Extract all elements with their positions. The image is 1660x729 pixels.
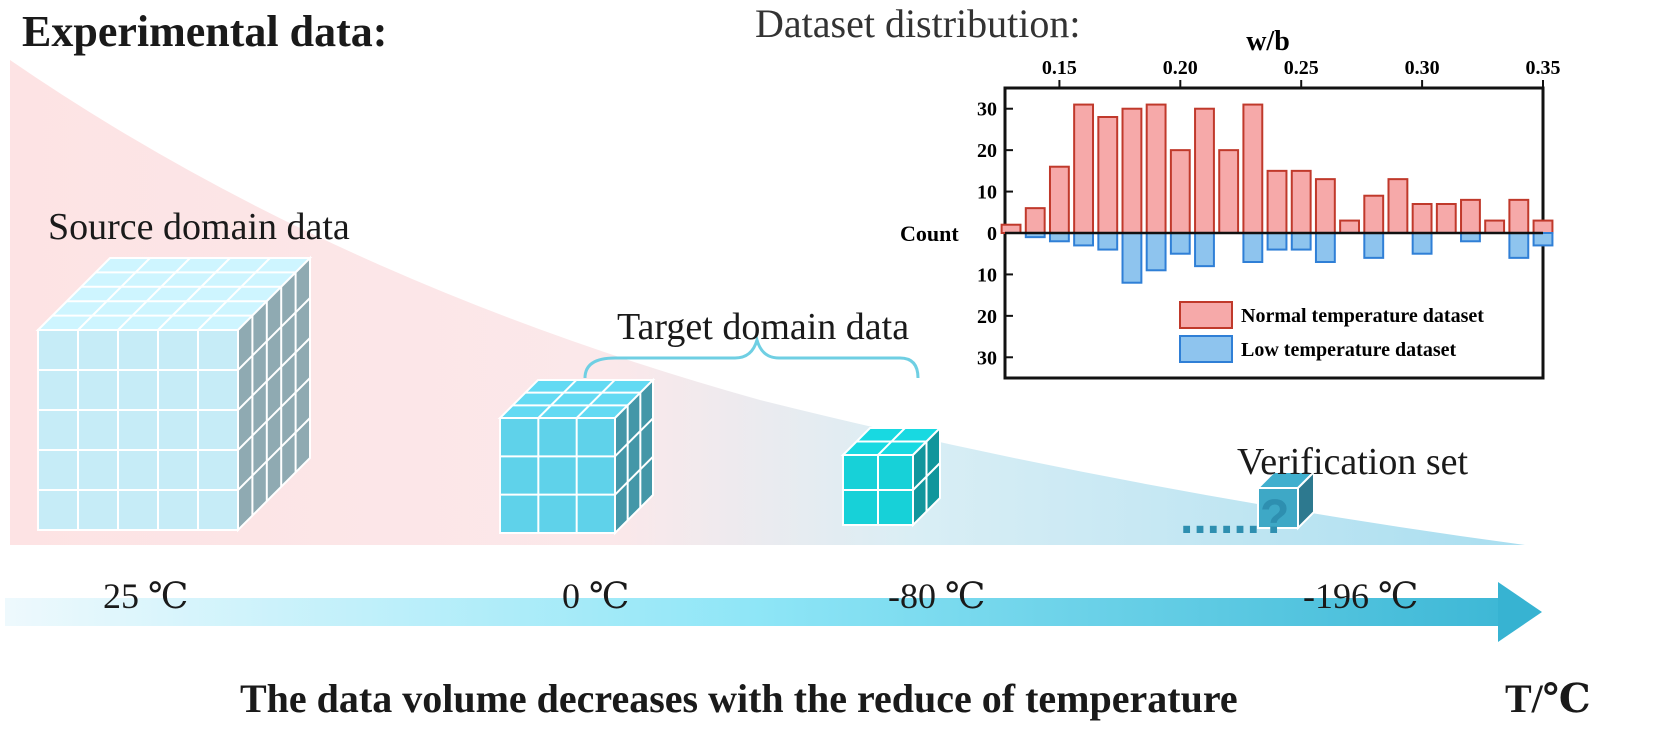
normal-temperature-bar xyxy=(1097,116,1119,234)
target-domain-bracket xyxy=(583,334,920,379)
normal-temperature-bar xyxy=(1460,198,1481,235)
legend-swatch xyxy=(1179,335,1233,363)
decreasing-volume-wedge xyxy=(10,60,1525,545)
low-temperature-bar xyxy=(1242,232,1264,263)
cube-front-face xyxy=(1257,487,1299,529)
normal-temperature-bar xyxy=(1484,219,1506,234)
target-domain-label: Target domain data xyxy=(617,306,910,348)
axis-unit-label: T/℃ xyxy=(1505,676,1591,721)
temperature-axis-arrow xyxy=(5,582,1542,642)
cube-grid-line xyxy=(537,379,578,419)
normal-temperature-bar xyxy=(1194,107,1215,234)
cube-grid-line xyxy=(575,379,616,419)
legend-swatch xyxy=(1179,301,1233,329)
normal-temperature-bar xyxy=(1435,203,1457,234)
target-domain-cube-0c xyxy=(497,377,656,536)
normal-temperature-bar xyxy=(1532,219,1554,234)
y-tick-label: 20 xyxy=(977,306,997,328)
low-temperature-bar xyxy=(1145,232,1167,272)
target-domain-cube-80c xyxy=(840,425,943,528)
low-temperature-bar xyxy=(1121,232,1143,284)
normal-temperature-bar xyxy=(1169,149,1191,234)
low-temperature-bar xyxy=(1097,232,1119,251)
normal-temperature-bar xyxy=(1073,103,1095,234)
temperature-label: 0 ℃ xyxy=(562,576,630,616)
normal-temperature-bar xyxy=(1339,219,1360,234)
y-tick-label: 0 xyxy=(987,223,997,245)
normal-temperature-bar xyxy=(1314,178,1336,234)
temperature-label: -196 ℃ xyxy=(1303,576,1419,616)
low-temperature-bar xyxy=(1532,232,1554,247)
normal-temperature-bar xyxy=(1048,165,1070,234)
low-temperature-bar xyxy=(1169,232,1191,255)
normal-temperature-bar xyxy=(1290,169,1312,235)
normal-temperature-bar xyxy=(1121,107,1143,234)
normal-temperature-bar xyxy=(1363,194,1385,234)
normal-temperature-bar xyxy=(1411,203,1433,234)
normal-temperature-bar xyxy=(1242,103,1264,234)
temperature-label: -80 ℃ xyxy=(888,576,986,616)
cube-grid-line xyxy=(157,257,231,331)
y-tick-label: 20 xyxy=(977,140,997,162)
cube-front-face xyxy=(37,329,239,531)
page-title: Experimental data: xyxy=(22,7,388,56)
low-temperature-bar xyxy=(1073,232,1095,247)
low-temperature-bar xyxy=(1363,232,1385,259)
x-tick-label: 0.25 xyxy=(1284,57,1319,79)
verification-set-cube xyxy=(1255,469,1317,531)
y-tick-label: 10 xyxy=(977,182,997,204)
low-temperature-bar xyxy=(1508,232,1530,259)
legend-label: Normal temperature dataset xyxy=(1241,305,1484,327)
normal-temperature-bar xyxy=(1024,207,1046,234)
cube-grid-line xyxy=(237,377,311,451)
low-temperature-bar xyxy=(1411,232,1433,255)
cube-grid-line xyxy=(614,417,654,458)
cube-grid-line xyxy=(197,257,271,331)
x-axis-label: w/b xyxy=(1246,26,1290,57)
x-tick-label: 0.35 xyxy=(1526,57,1561,79)
cube-front-face xyxy=(499,417,616,534)
temperature-label: 25 ℃ xyxy=(103,576,189,616)
normal-temperature-bar xyxy=(1266,169,1288,235)
cube-grid-line xyxy=(77,257,151,331)
x-tick-label: 0.30 xyxy=(1405,57,1440,79)
cube-grid-line xyxy=(237,417,311,491)
normal-temperature-bar xyxy=(1218,149,1240,234)
normal-temperature-bar xyxy=(1508,198,1530,235)
y-tick-label: 30 xyxy=(977,347,997,369)
low-temperature-bar xyxy=(1266,232,1288,251)
y-tick-label: 10 xyxy=(977,264,997,286)
normal-temperature-bar xyxy=(1145,103,1167,234)
low-temperature-bar xyxy=(1290,232,1312,251)
bottom-caption: The data volume decreases with the reduc… xyxy=(240,676,1238,721)
y-tick-label: 30 xyxy=(977,99,997,121)
cube-grid-line xyxy=(117,257,191,331)
legend-label: Low temperature dataset xyxy=(1241,339,1456,361)
source-domain-cube xyxy=(35,255,313,533)
cube-grid-line xyxy=(614,455,654,496)
x-tick-label: 0.15 xyxy=(1042,57,1077,79)
unknown-data-marker: ......? xyxy=(1180,491,1290,544)
cube-grid-line xyxy=(237,337,311,411)
cube-grid-line xyxy=(237,297,311,371)
source-domain-label: Source domain data xyxy=(48,206,350,248)
cube-grid-line xyxy=(912,462,941,491)
low-temperature-bar xyxy=(1314,232,1336,263)
y-axis-label: Count xyxy=(900,221,959,246)
normal-temperature-bar xyxy=(1387,178,1409,234)
low-temperature-bar xyxy=(1194,232,1215,268)
verification-set-label: Verification set xyxy=(1237,441,1469,483)
chart-title: Dataset distribution: xyxy=(755,1,1081,46)
x-tick-label: 0.20 xyxy=(1163,57,1198,79)
